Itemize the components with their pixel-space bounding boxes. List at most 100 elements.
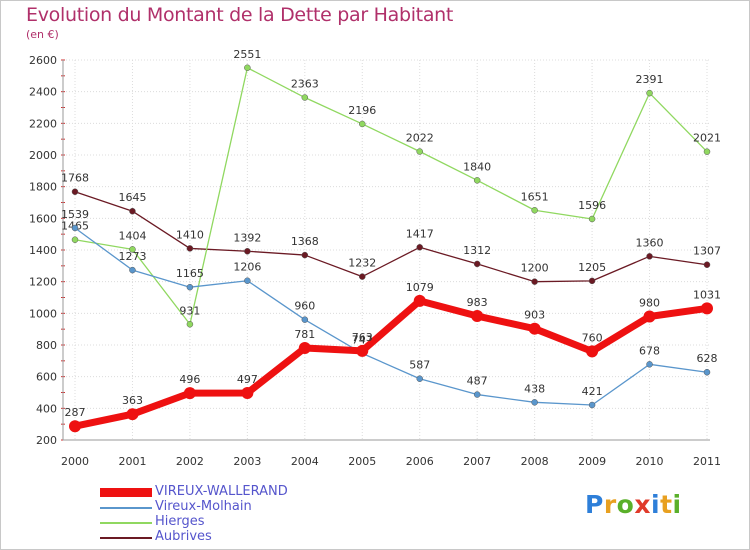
series-line-vireux-molhain — [74, 227, 708, 406]
data-label-vireux-molhain: 421 — [582, 385, 603, 398]
data-label-vireux-wallerand: 983 — [467, 296, 488, 309]
data-point-aubrives — [244, 248, 251, 255]
data-label-hierges: 1651 — [521, 190, 549, 203]
logo-letter: o — [616, 490, 635, 519]
data-label-aubrives: 1312 — [463, 244, 491, 257]
y-tick-label: 800 — [36, 339, 57, 352]
legend-label: Hierges — [155, 514, 205, 529]
data-label-aubrives: 1410 — [176, 228, 204, 241]
data-label-aubrives: 1417 — [406, 227, 434, 240]
data-point-vireux-molhain — [646, 361, 653, 368]
data-label-vireux-wallerand: 287 — [65, 406, 86, 419]
data-label-vireux-wallerand: 363 — [122, 394, 143, 407]
data-label-vireux-molhain: 960 — [294, 300, 315, 313]
x-tick-label: 2009 — [578, 455, 606, 468]
legend-label: VIREUX-WALLERAND — [155, 484, 288, 499]
data-label-vireux-wallerand: 496 — [179, 373, 200, 386]
data-label-vireux-wallerand: 497 — [237, 373, 258, 386]
y-tick-label: 1800 — [29, 181, 57, 194]
data-label-aubrives: 1368 — [291, 235, 319, 248]
legend-swatch — [100, 488, 152, 497]
legend-label: Aubrives — [155, 529, 212, 544]
data-point-hierges — [244, 64, 251, 72]
x-tick-label: 2006 — [406, 455, 434, 468]
y-tick-label: 400 — [36, 402, 57, 415]
series-line-aubrives — [74, 191, 708, 283]
data-point-vireux-molhain — [473, 391, 481, 398]
x-tick-label: 2008 — [521, 455, 549, 468]
data-point-aubrives — [301, 251, 309, 259]
data-point-aubrives — [473, 260, 481, 268]
x-tick-label: 2000 — [61, 455, 89, 468]
data-label-vireux-molhain: 438 — [524, 382, 545, 395]
data-label-hierges: 2363 — [291, 78, 319, 91]
data-label-aubrives: 1205 — [578, 261, 606, 274]
data-point-hierges — [531, 207, 538, 214]
data-point-hierges — [129, 246, 136, 253]
data-label-vireux-molhain: 1539 — [61, 208, 89, 221]
series-line-hierges — [74, 67, 708, 325]
data-point-hierges — [416, 148, 423, 155]
data-point-aubrives — [129, 207, 136, 215]
data-label-hierges: 931 — [179, 304, 200, 317]
chart-subtitle: (en €) — [26, 28, 59, 41]
data-label-hierges: 2021 — [693, 132, 721, 145]
data-point-aubrives — [71, 188, 79, 195]
data-point-vireux-wallerand — [701, 302, 713, 315]
data-label-aubrives: 1645 — [118, 191, 146, 204]
data-label-aubrives: 1232 — [348, 257, 376, 270]
data-label-vireux-wallerand: 781 — [294, 328, 315, 341]
y-tick-label: 1200 — [29, 276, 57, 289]
x-tick-label: 2011 — [693, 455, 721, 468]
data-point-vireux-wallerand — [413, 294, 426, 307]
data-label-hierges: 1596 — [578, 199, 606, 212]
data-label-vireux-molhain: 1206 — [233, 261, 261, 274]
data-point-aubrives — [359, 273, 366, 280]
data-point-vireux-molhain — [588, 401, 596, 409]
y-tick-label: 1400 — [29, 244, 57, 257]
data-point-aubrives — [646, 253, 653, 260]
data-label-aubrives: 1360 — [636, 236, 664, 249]
data-point-hierges — [703, 148, 711, 155]
data-point-vireux-molhain — [703, 368, 711, 376]
y-tick-label: 2200 — [29, 117, 57, 130]
y-tick-label: 1600 — [29, 212, 57, 225]
data-label-aubrives: 1768 — [61, 172, 89, 185]
y-tick-label: 2400 — [29, 86, 57, 99]
data-label-hierges: 2391 — [636, 73, 664, 86]
data-point-hierges — [71, 236, 79, 243]
data-label-vireux-wallerand: 760 — [582, 331, 603, 344]
proxiti-logo: Proxiti — [585, 490, 682, 519]
data-label-vireux-molhain: 487 — [467, 375, 488, 388]
data-point-vireux-wallerand — [586, 345, 599, 358]
y-tick-label: 600 — [36, 371, 57, 384]
data-point-vireux-wallerand — [69, 420, 81, 433]
data-point-vireux-molhain — [416, 375, 423, 382]
data-label-vireux-molhain: 1165 — [176, 267, 204, 280]
data-point-vireux-molhain — [301, 316, 309, 323]
legend-swatch — [100, 537, 152, 539]
logo-letter: P — [585, 490, 604, 519]
data-point-vireux-molhain — [244, 277, 251, 284]
data-label-aubrives: 1392 — [233, 231, 261, 244]
logo-letter: i — [672, 490, 682, 519]
y-tick-label: 2600 — [29, 54, 57, 67]
series-line-vireux-wallerand — [74, 297, 708, 430]
y-tick-label: 1000 — [29, 307, 57, 320]
data-point-aubrives — [416, 244, 423, 251]
x-tick-label: 2001 — [118, 455, 146, 468]
x-tick-label: 2002 — [176, 455, 204, 468]
data-point-vireux-wallerand — [471, 310, 484, 323]
data-label-vireux-wallerand: 1079 — [406, 281, 434, 294]
logo-letter: r — [603, 490, 617, 519]
data-label-hierges: 2196 — [348, 104, 376, 117]
data-point-vireux-wallerand — [241, 386, 254, 399]
data-label-vireux-wallerand: 980 — [639, 297, 660, 310]
data-point-vireux-wallerand — [528, 322, 541, 335]
data-label-hierges: 2022 — [406, 132, 434, 145]
x-tick-label: 2003 — [233, 455, 261, 468]
data-point-vireux-molhain — [129, 266, 136, 274]
data-point-vireux-wallerand — [126, 408, 139, 421]
legend-swatch — [100, 507, 152, 509]
